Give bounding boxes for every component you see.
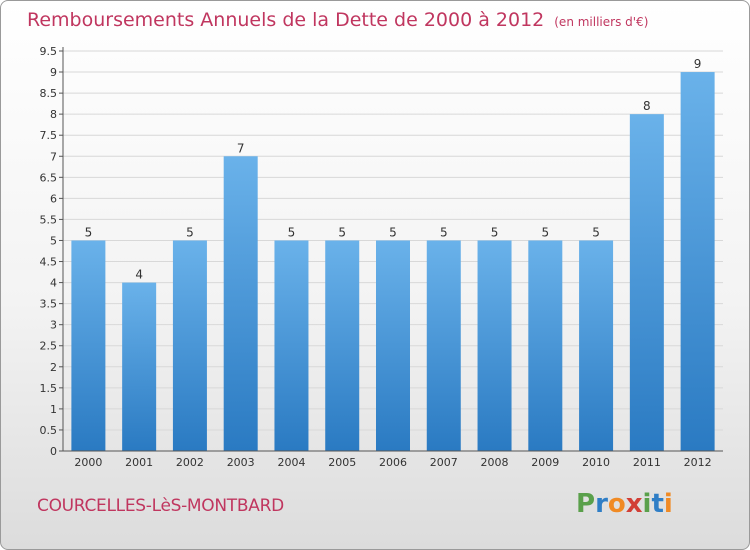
x-tick-label: 2007 bbox=[430, 456, 458, 469]
y-tick-label: 4.5 bbox=[40, 256, 58, 269]
y-tick-label: 1.5 bbox=[40, 382, 58, 395]
y-tick-label: 8.5 bbox=[40, 87, 58, 100]
y-tick-label: 7.5 bbox=[40, 129, 58, 142]
chart-title: Remboursements Annuels de la Dette de 20… bbox=[27, 9, 545, 31]
bar-2011 bbox=[629, 114, 664, 451]
data-label: 5 bbox=[440, 225, 448, 239]
data-label: 5 bbox=[85, 225, 93, 239]
x-tick-label: 2004 bbox=[277, 456, 305, 469]
chart-unit: (en milliers d'€) bbox=[554, 15, 649, 29]
y-tick-label: 0 bbox=[50, 445, 57, 458]
bar-2006 bbox=[376, 240, 410, 451]
bar-2004 bbox=[274, 240, 309, 451]
x-tick-label: 2006 bbox=[379, 456, 407, 469]
y-tick-label: 0.5 bbox=[40, 424, 58, 437]
y-tick-label: 4 bbox=[50, 277, 57, 290]
data-label: 5 bbox=[288, 225, 296, 239]
data-label: 8 bbox=[643, 99, 651, 113]
x-tick-label: 2011 bbox=[633, 456, 661, 469]
x-tick-label: 2012 bbox=[684, 456, 712, 469]
x-tick-label: 2005 bbox=[328, 456, 356, 469]
y-tick-label: 8 bbox=[50, 108, 57, 121]
data-label: 7 bbox=[237, 141, 245, 155]
y-tick-label: 9.5 bbox=[40, 45, 58, 58]
y-tick-label: 3.5 bbox=[40, 298, 58, 311]
data-label: 5 bbox=[541, 225, 549, 239]
proxiti-logo: Proxiti bbox=[576, 489, 673, 519]
bar-2010 bbox=[579, 240, 614, 451]
logo-letter: x bbox=[625, 489, 643, 519]
data-label: 9 bbox=[694, 57, 702, 71]
data-label: 5 bbox=[592, 225, 600, 239]
bar-2000 bbox=[71, 240, 106, 451]
y-tick-label: 5.5 bbox=[40, 213, 58, 226]
x-tick-label: 2010 bbox=[582, 456, 610, 469]
x-tick-label: 2003 bbox=[227, 456, 255, 469]
place-name: COURCELLES-LèS-MONTBARD bbox=[37, 496, 284, 516]
data-label: 4 bbox=[135, 268, 143, 282]
x-tick-label: 2001 bbox=[125, 456, 153, 469]
logo-letter: t bbox=[651, 489, 664, 519]
y-tick-label: 5 bbox=[50, 234, 57, 247]
bar-2002 bbox=[172, 240, 207, 451]
bar-2003 bbox=[223, 156, 258, 451]
bar-2001 bbox=[122, 282, 157, 451]
y-tick-label: 6.5 bbox=[40, 171, 58, 184]
bar-2007 bbox=[426, 240, 461, 451]
bar-2009 bbox=[528, 240, 563, 451]
data-label: 5 bbox=[338, 225, 346, 239]
x-tick-label: 2000 bbox=[74, 456, 102, 469]
data-label: 5 bbox=[491, 225, 499, 239]
y-tick-label: 1 bbox=[50, 403, 57, 416]
x-tick-label: 2009 bbox=[531, 456, 559, 469]
data-label: 5 bbox=[389, 225, 397, 239]
y-tick-label: 7 bbox=[50, 150, 57, 163]
y-tick-label: 6 bbox=[50, 192, 57, 205]
y-tick-label: 2.5 bbox=[40, 340, 58, 353]
x-tick-label: 2002 bbox=[176, 456, 204, 469]
y-tick-label: 3 bbox=[50, 319, 57, 332]
logo-letter: i bbox=[642, 489, 652, 519]
bar-2005 bbox=[325, 240, 360, 451]
logo-letter: r bbox=[595, 489, 608, 519]
bar-2008 bbox=[477, 240, 512, 451]
logo-letter: i bbox=[663, 489, 673, 519]
y-tick-label: 9 bbox=[50, 66, 57, 79]
data-label: 5 bbox=[186, 225, 194, 239]
logo-letter: P bbox=[576, 489, 596, 519]
logo-letter: o bbox=[607, 489, 626, 519]
chart-title-block: Remboursements Annuels de la Dette de 20… bbox=[27, 9, 648, 31]
y-tick-label: 2 bbox=[50, 361, 57, 374]
x-tick-label: 2008 bbox=[481, 456, 509, 469]
bar-2012 bbox=[680, 72, 715, 451]
